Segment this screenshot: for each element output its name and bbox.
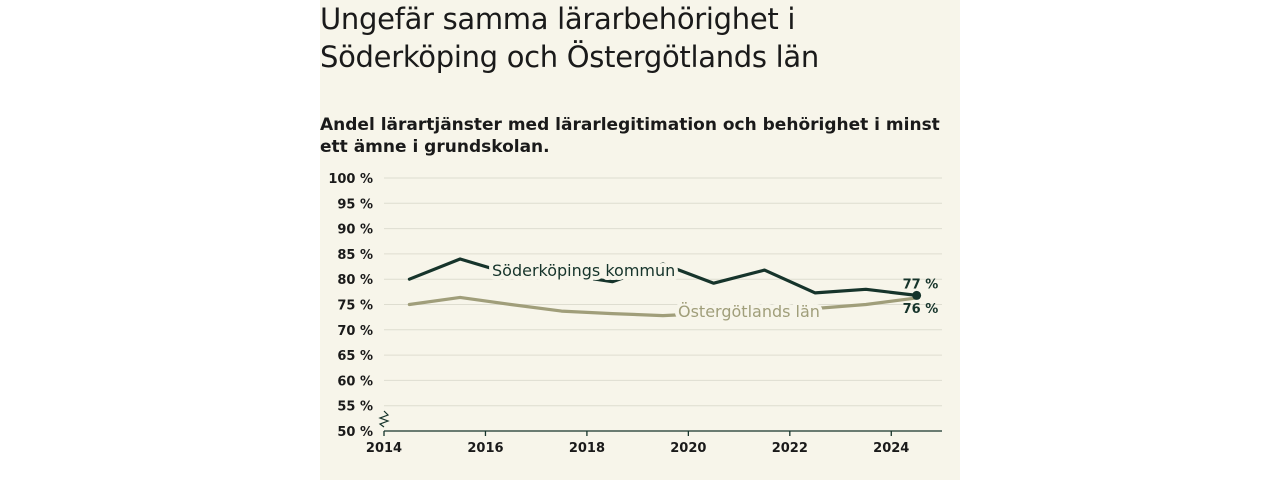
end-value-label: 76 % (903, 302, 939, 317)
axes: 50 % 55 % 60 % 65 % 70 % 75 % 80 % 85 % 90 % 95 %… (328, 172, 942, 456)
y-tick-label: 100 % (328, 172, 373, 187)
y-tick-label: 65 % (337, 349, 373, 364)
x-tick-label: 2022 (772, 441, 808, 456)
x-tick-label: 2014 (366, 441, 402, 456)
x-tick-label: 2024 (873, 441, 909, 456)
y-tick-label: 90 % (337, 223, 373, 238)
labels: Söderköpings kommun Östergötlands län 77 %… (488, 257, 939, 325)
y-tick-label: 60 % (337, 374, 373, 389)
y-tick-label: 70 % (337, 324, 373, 339)
series-line-1 (407, 295, 919, 318)
x-tick-label: 2020 (670, 441, 706, 456)
axis-break-icon (378, 410, 390, 428)
line-chart: 50 % 55 % 60 % 65 % 70 % 75 % 80 % 85 % 90 % 95 %… (328, 172, 942, 456)
series-name-label: Söderköpings kommun (492, 261, 675, 280)
chart-title: Ungefär samma lärarbehörighet i Söderköp… (320, 2, 819, 74)
y-tick-label: 95 % (337, 197, 373, 212)
series-lines (407, 257, 919, 318)
series-line-0 (407, 257, 919, 297)
y-tick-label: 80 % (337, 273, 373, 288)
y-tick-label: 75 % (337, 299, 373, 314)
end-value-label: 77 % (903, 277, 939, 292)
y-tick-label: 85 % (337, 248, 373, 263)
chart-subtitle: Andel lärartjänster med lärarlegitimatio… (320, 115, 940, 157)
end-point-marker (912, 290, 922, 300)
y-tick-label: 55 % (337, 400, 373, 415)
series-name-label: Östergötlands län (678, 302, 820, 321)
y-tick-label: 50 % (337, 425, 373, 440)
chart-panel (320, 0, 960, 480)
x-tick-label: 2016 (467, 441, 503, 456)
grid-lines (384, 177, 942, 407)
x-tick-label: 2018 (569, 441, 605, 456)
